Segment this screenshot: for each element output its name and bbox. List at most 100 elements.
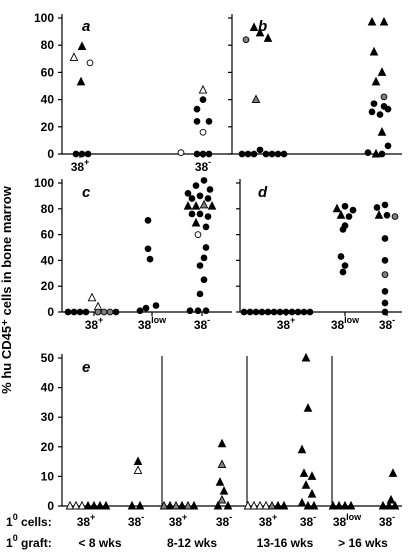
data-point (205, 150, 213, 158)
label-part: 0 (13, 512, 18, 522)
data-point (246, 308, 254, 316)
label-part: 38 (194, 318, 208, 332)
data-point (76, 76, 86, 86)
data-point (377, 127, 387, 136)
data-point (76, 308, 84, 316)
data-point (207, 201, 217, 210)
data-point (276, 308, 284, 316)
data-point (367, 16, 377, 26)
category-label: 38+ (277, 315, 296, 332)
data-point (196, 262, 204, 269)
data-point (243, 500, 253, 510)
data-point (202, 307, 210, 315)
data-point (184, 189, 192, 197)
label-part: 38 (169, 515, 183, 529)
label-part: - (392, 315, 395, 325)
data-point (301, 480, 311, 489)
data-point (384, 142, 392, 150)
data-point (191, 217, 201, 227)
data-point (136, 307, 144, 315)
data-point (297, 497, 307, 507)
data-point (217, 438, 227, 448)
data-point (282, 308, 290, 316)
data-point (370, 100, 378, 108)
label-part: - (313, 512, 316, 522)
data-point (196, 210, 204, 218)
category-label: 38low (333, 512, 362, 529)
data-point (250, 150, 258, 158)
data-point (381, 235, 389, 242)
data-point (206, 186, 214, 193)
y-tick-label: 30 (41, 410, 55, 424)
data-point (339, 268, 347, 276)
data-point (171, 500, 181, 510)
label-part: + (182, 512, 187, 522)
data-point (301, 352, 311, 362)
label-part: 38 (128, 515, 142, 529)
y-tick-label: 20 (41, 279, 55, 293)
graft-label: > 16 wks (338, 536, 388, 550)
data-point (196, 192, 204, 200)
data-point (89, 500, 99, 510)
data-point (238, 150, 246, 158)
data-point (198, 84, 208, 94)
row-label: 10 graft: (6, 533, 52, 550)
y-axis-label-group: % hu CD45⁺ cells in bone marrow (0, 185, 14, 394)
label-part: + (90, 512, 95, 522)
data-point (69, 52, 79, 61)
panel-letter: d (258, 184, 268, 201)
data-point (219, 485, 229, 495)
category-label: 38- (128, 512, 144, 529)
y-tick-label: 80 (41, 202, 55, 216)
label-part: 38 (379, 318, 393, 332)
data-point (388, 468, 398, 477)
data-point (381, 299, 389, 307)
data-point (384, 105, 392, 113)
category-label: 38- (195, 157, 211, 174)
label-part: 38 (195, 160, 209, 174)
y-tick-label: 100 (34, 11, 54, 25)
data-point (381, 201, 389, 209)
category-label: 38- (194, 315, 210, 332)
y-axis-label: % hu CD45⁺ cells in bone marrow (0, 185, 14, 394)
y-tick-label: 20 (41, 120, 55, 134)
data-point (307, 488, 317, 498)
category-label: 38low (138, 315, 167, 332)
data-point (95, 500, 105, 510)
label-part: low (151, 315, 167, 325)
data-point (249, 22, 259, 31)
data-point (299, 468, 309, 477)
data-point (341, 202, 349, 210)
data-point (384, 500, 394, 510)
data-point (215, 477, 225, 486)
panel-letter: b (258, 18, 267, 35)
label-part: + (84, 157, 89, 167)
data-point (376, 111, 384, 118)
data-point (381, 288, 389, 295)
label-part: low (344, 315, 360, 325)
data-point (193, 105, 201, 113)
data-point (72, 150, 80, 158)
category-label: 38+ (85, 315, 104, 332)
data-point (135, 500, 145, 510)
data-point (391, 213, 399, 220)
data-point (65, 500, 75, 510)
data-point (84, 150, 92, 158)
y-tick-label: 60 (41, 228, 55, 242)
data-point (341, 262, 349, 269)
data-point (191, 201, 201, 210)
data-point (200, 276, 208, 284)
data-point (177, 500, 187, 510)
label-part: cells: (18, 515, 52, 529)
data-point (390, 500, 400, 510)
data-point (200, 254, 208, 262)
data-point (267, 500, 277, 510)
y-tick-label: 80 (41, 38, 55, 52)
data-point (280, 150, 288, 158)
data-point (165, 500, 175, 510)
data-point (183, 500, 193, 510)
data-point (199, 150, 207, 158)
data-point (274, 150, 282, 158)
data-point (264, 308, 272, 316)
